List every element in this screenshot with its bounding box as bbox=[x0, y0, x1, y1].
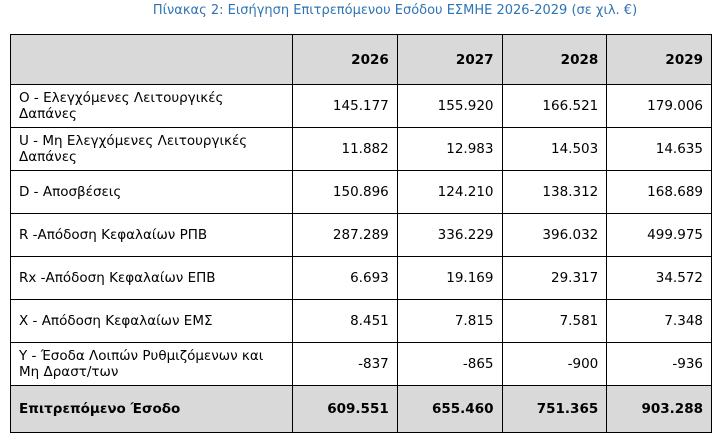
value-cell: -865 bbox=[396, 342, 503, 386]
value-cell: 124.210 bbox=[396, 170, 503, 214]
total-value: 751.365 bbox=[501, 385, 608, 433]
row-label: X - Απόδοση Κεφαλαίων ΕΜΣ bbox=[10, 299, 293, 343]
value-cell: -936 bbox=[606, 342, 712, 386]
value-cell: 150.896 bbox=[292, 170, 398, 214]
value-cell: 499.975 bbox=[606, 213, 712, 257]
header-cell bbox=[10, 34, 293, 85]
value-cell: 19.169 bbox=[396, 256, 503, 300]
value-cell: 287.289 bbox=[292, 213, 398, 257]
data-row: X - Απόδοση Κεφαλαίων ΕΜΣ 8.451 7.815 7.581… bbox=[10, 299, 712, 343]
data-row: U - Μη Ελεγχόμενες Λειτουργικές Δαπάνες 1… bbox=[10, 127, 712, 171]
header-cell: 2028 bbox=[501, 34, 608, 85]
row-label: Y - Έσοδα Λοιπών Ρυθμιζόμενων και Μη Δρα… bbox=[10, 342, 293, 386]
data-row: Rx -Απόδοση Κεφαλαίων ΕΠΒ 6.693 19.169 29.3… bbox=[10, 256, 712, 300]
data-row: Y - Έσοδα Λοιπών Ρυθμιζόμενων και Μη Δρα… bbox=[10, 342, 712, 386]
data-row: D - Αποσβέσεις 150.896 124.210 138.312 168.6… bbox=[10, 170, 712, 214]
value-cell: 155.920 bbox=[396, 84, 503, 128]
value-cell: 7.348 bbox=[606, 299, 712, 343]
row-label: Rx -Απόδοση Κεφαλαίων ΕΠΒ bbox=[10, 256, 293, 300]
row-label: R -Απόδοση Κεφαλαίων ΡΠΒ bbox=[10, 213, 293, 257]
data-row: O - Ελεγχόμενες Λειτουργικές Δαπάνες 145.… bbox=[10, 84, 712, 128]
value-cell: 166.521 bbox=[501, 84, 608, 128]
value-cell: 14.503 bbox=[501, 127, 608, 171]
data-row: R -Απόδοση Κεφαλαίων ΡΠΒ 287.289 336.229 39… bbox=[10, 213, 712, 257]
value-cell: 7.815 bbox=[396, 299, 503, 343]
row-label: U - Μη Ελεγχόμενες Λειτουργικές Δαπάνες bbox=[10, 127, 293, 171]
header-row: 2026 2027 2028 2029 bbox=[10, 34, 712, 85]
value-cell: 396.032 bbox=[501, 213, 608, 257]
total-label: Επιτρεπόμενο Έσοδο bbox=[10, 385, 293, 433]
header-cell: 2027 bbox=[396, 34, 503, 85]
total-value: 609.551 bbox=[292, 385, 398, 433]
total-value: 655.460 bbox=[396, 385, 503, 433]
revenue-table: 2026 2027 2028 2029 O - Ελεγχόμενες Λειτουργ… bbox=[10, 34, 712, 433]
value-cell: 179.006 bbox=[606, 84, 712, 128]
value-cell: 168.689 bbox=[606, 170, 712, 214]
value-cell: 6.693 bbox=[292, 256, 398, 300]
value-cell: -837 bbox=[292, 342, 398, 386]
value-cell: 138.312 bbox=[501, 170, 608, 214]
header-cell: 2029 bbox=[606, 34, 712, 85]
value-cell: 8.451 bbox=[292, 299, 398, 343]
header-cell: 2026 bbox=[292, 34, 398, 85]
total-row: Επιτρεπόμενο Έσοδο 609.551 655.460 751.365 9… bbox=[10, 385, 712, 433]
value-cell: 12.983 bbox=[396, 127, 503, 171]
value-cell: -900 bbox=[501, 342, 608, 386]
value-cell: 7.581 bbox=[501, 299, 608, 343]
value-cell: 34.572 bbox=[606, 256, 712, 300]
value-cell: 11.882 bbox=[292, 127, 398, 171]
table-body: 2026 2027 2028 2029 O - Ελεγχόμενες Λειτουργ… bbox=[10, 34, 712, 433]
value-cell: 14.635 bbox=[606, 127, 712, 171]
row-label: D - Αποσβέσεις bbox=[10, 170, 293, 214]
row-label: O - Ελεγχόμενες Λειτουργικές Δαπάνες bbox=[10, 84, 293, 128]
total-value: 903.288 bbox=[606, 385, 712, 433]
value-cell: 336.229 bbox=[396, 213, 503, 257]
value-cell: 145.177 bbox=[292, 84, 398, 128]
table-title: Πίνακας 2: Εισήγηση Επιτρεπόμενου Εσόδου… bbox=[152, 3, 638, 18]
value-cell: 29.317 bbox=[501, 256, 608, 300]
